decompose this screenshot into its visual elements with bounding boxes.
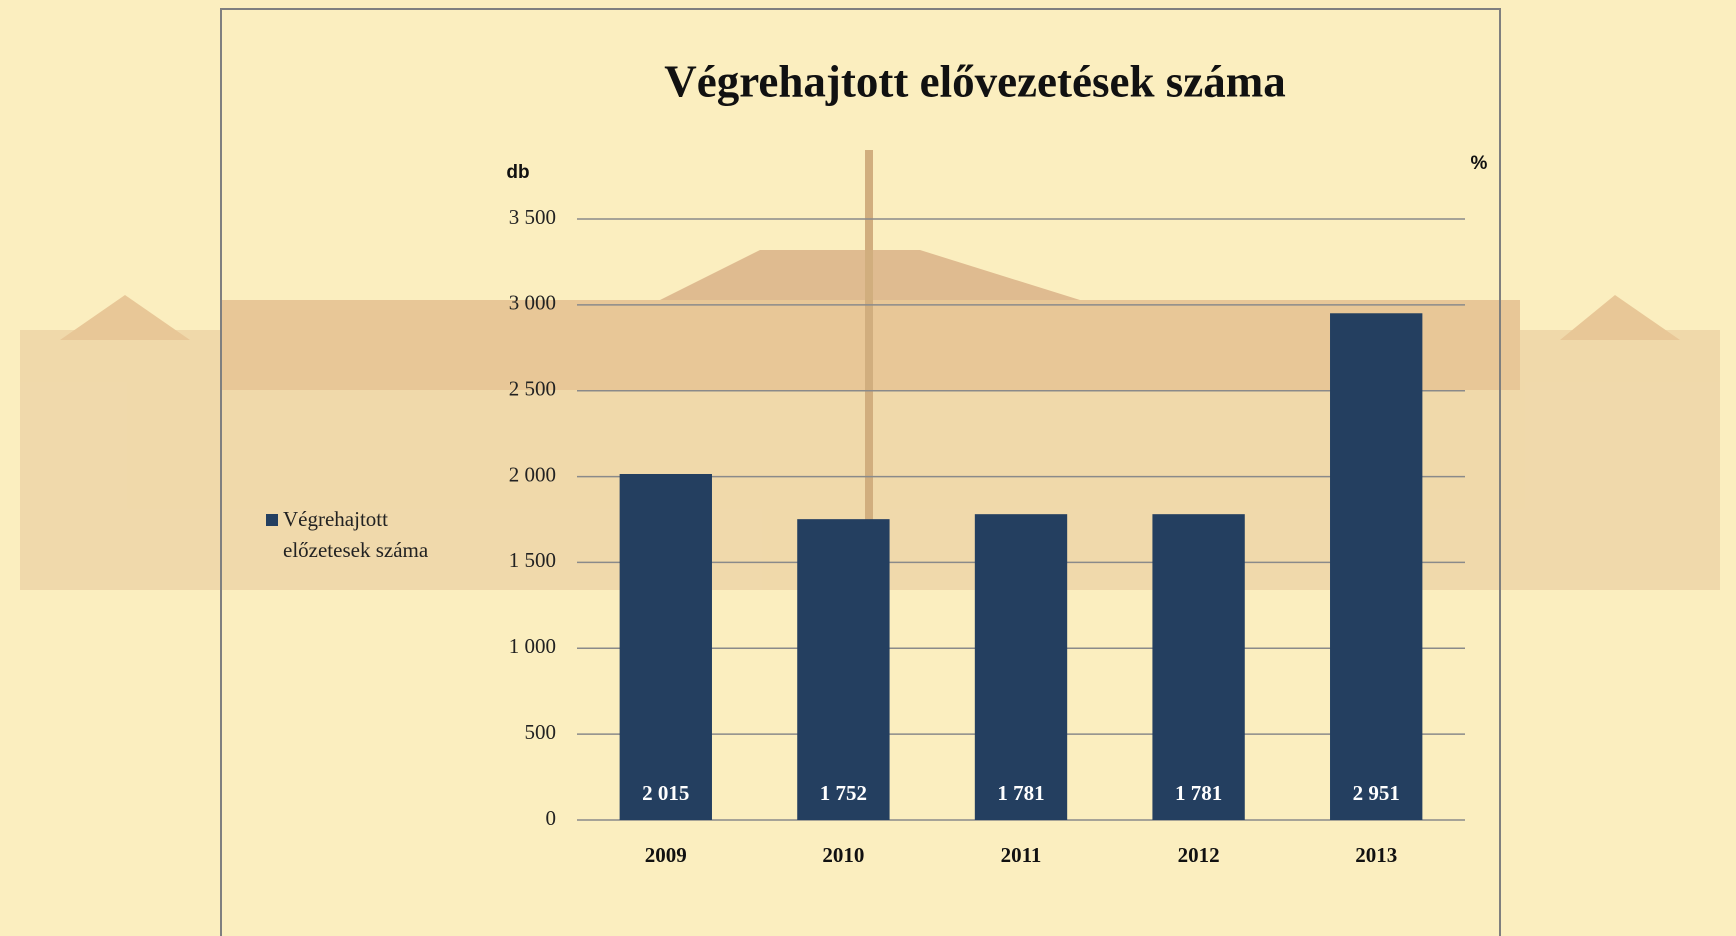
right-gable: [1560, 295, 1680, 340]
value-label: 1 781: [997, 781, 1044, 805]
value-label: 1 752: [820, 781, 867, 805]
y2-axis-label: %: [1471, 153, 1488, 174]
value-label: 2 951: [1353, 781, 1400, 805]
y-tick-label: 0: [546, 806, 557, 830]
y-tick-label: 2 000: [509, 462, 556, 486]
bar: [797, 519, 890, 820]
value-label: 2 015: [642, 781, 689, 805]
y-tick-label: 3 500: [509, 205, 556, 229]
y-tick-label: 500: [525, 720, 557, 744]
value-label: 1 781: [1175, 781, 1222, 805]
y-tick-label: 1 500: [509, 548, 556, 572]
legend-key: [266, 514, 278, 526]
y-axis-label: db: [506, 162, 529, 183]
legend: Végrehajtott előzetesek száma: [266, 504, 466, 566]
flag-pole: [865, 150, 873, 550]
x-tick-label: 2012: [1178, 843, 1220, 867]
x-tick-label: 2010: [822, 843, 864, 867]
bar: [619, 473, 712, 820]
bar: [1330, 313, 1423, 820]
y-tick-label: 1 000: [509, 634, 556, 658]
y-tick-label: 3 000: [509, 291, 556, 315]
bar: [974, 514, 1068, 820]
left-gable: [60, 295, 190, 340]
chart-title: Végrehajtott elővezetések száma: [664, 56, 1285, 106]
x-tick-label: 2011: [1001, 843, 1042, 867]
y-tick-label: 2 500: [509, 377, 556, 401]
bar: [1152, 514, 1245, 820]
x-tick-label: 2009: [645, 843, 687, 867]
legend-label: Végrehajtott előzetesek száma: [283, 507, 429, 562]
x-tick-label: 2013: [1355, 843, 1397, 867]
chart-frame: [220, 8, 1501, 936]
